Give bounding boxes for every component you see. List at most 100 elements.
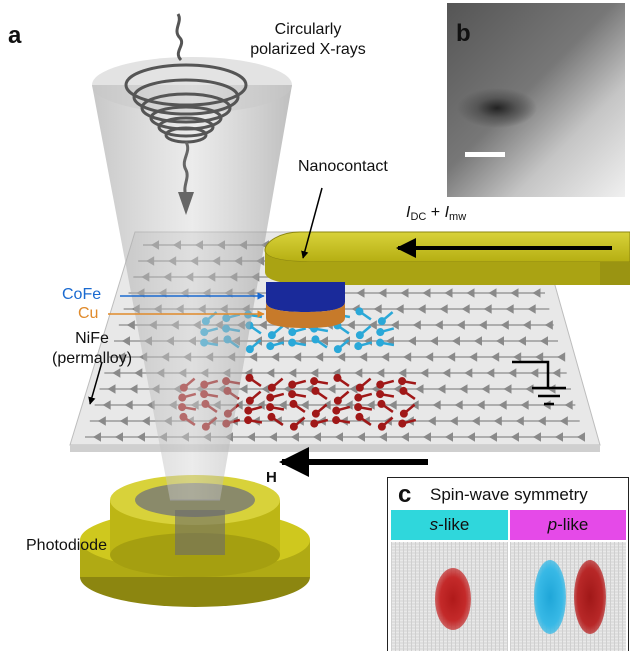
spin-arrowhead <box>445 432 453 442</box>
nanocontact-label: Nanocontact <box>298 158 388 175</box>
spin-arrowhead <box>293 352 302 362</box>
spin-arrowhead <box>491 352 500 362</box>
spin-arrow <box>288 338 307 347</box>
spin-arrowhead <box>283 384 292 394</box>
spin-arrowhead <box>313 432 321 442</box>
panel-c-title: Spin-wave symmetry <box>430 485 588 504</box>
spin-arrowhead <box>442 368 451 378</box>
spin-arrowhead <box>486 368 495 378</box>
spin-arrowhead <box>559 416 568 426</box>
spin-arrowhead <box>335 432 343 442</box>
spin-arrowhead <box>381 352 390 362</box>
current-symbol-2: I <box>444 204 450 221</box>
spin-arrowhead <box>527 304 536 314</box>
spin-arrowhead <box>537 416 546 426</box>
spin-arrowhead <box>498 400 507 410</box>
spin-arrowhead <box>564 400 573 410</box>
spin-arrowhead <box>555 432 563 442</box>
spin-arrow <box>289 399 306 413</box>
spin-arrowhead <box>496 336 504 346</box>
cu-layer <box>266 302 345 328</box>
panel-label-a: a <box>8 22 22 49</box>
spin-arrow <box>376 338 395 347</box>
nanocontact-electrode <box>264 231 630 285</box>
spin-arrow <box>355 325 372 340</box>
spin-arrowhead <box>379 432 387 442</box>
spin-arrowhead <box>400 288 409 298</box>
spin-arrowhead <box>124 400 133 410</box>
spin-arrowhead <box>461 304 470 314</box>
spin-arrowhead <box>544 320 553 330</box>
spin-arrow <box>355 307 372 321</box>
nife-label-line2: (permalloy) <box>52 350 133 367</box>
spin-arrowhead <box>129 384 138 394</box>
spin-arrowhead <box>386 336 394 346</box>
spin-arrowhead <box>300 400 309 410</box>
spin-arrow <box>288 327 307 337</box>
spin-arrowhead <box>423 432 431 442</box>
spin-arrowhead <box>420 368 429 378</box>
spin-arrow <box>266 392 285 402</box>
spin-arrowhead <box>266 368 275 378</box>
spin-arrow <box>376 390 395 399</box>
spin-arrowhead <box>271 352 280 362</box>
spin-arrowhead <box>408 336 416 346</box>
panel-label-b: b <box>456 20 471 47</box>
spin-arrowhead <box>412 320 421 330</box>
spin-arrowhead <box>126 320 135 330</box>
spin-arrowhead <box>464 368 473 378</box>
spin-arrowhead <box>454 400 463 410</box>
p-like-simulation <box>510 542 626 651</box>
spin-arrowhead <box>278 400 287 410</box>
spin-arrowhead <box>337 352 346 362</box>
spin-arrowhead <box>452 336 460 346</box>
field-label: H <box>266 469 277 486</box>
spin-arrowhead <box>505 304 514 314</box>
spin-arrow <box>267 412 284 426</box>
spin-arrow <box>354 341 373 351</box>
panel-label-c: c <box>398 481 412 508</box>
spin-arrow <box>310 377 329 386</box>
spin-arrowhead <box>508 368 517 378</box>
spin-arrow <box>399 403 416 418</box>
nanocontact-pointer <box>301 187 323 259</box>
spin-arrow <box>288 390 307 399</box>
spin-arrowhead <box>425 352 434 362</box>
xray-label: Circularly polarized X-rays <box>238 20 378 60</box>
spin-arrowhead <box>520 400 529 410</box>
spin-arrowhead <box>410 400 419 410</box>
spin-arrowhead <box>489 432 497 442</box>
spin-arrowhead <box>247 432 255 442</box>
spin-arrow <box>289 416 306 431</box>
spin-arrowhead <box>432 400 441 410</box>
spin-arrowhead <box>119 416 128 426</box>
spin-arrow <box>377 416 394 431</box>
s-like-italic: s <box>429 515 439 534</box>
spin-arrowhead <box>310 368 319 378</box>
spin-arrowhead <box>117 352 126 362</box>
spin-arrowhead <box>515 416 524 426</box>
current-plus: + <box>426 204 445 221</box>
spin-arrow <box>377 311 394 326</box>
spin-arrowhead <box>577 432 585 442</box>
spin-arrowhead <box>122 336 130 346</box>
cofe-layer <box>266 282 345 312</box>
cofe-label: CoFe <box>62 286 102 303</box>
spin-arrow <box>311 403 328 418</box>
nife-label: NiFe (permalloy) <box>52 329 132 369</box>
spin-arrow <box>266 341 285 351</box>
spin-arrow <box>245 390 262 405</box>
spin-arrowhead <box>522 320 531 330</box>
p-like-italic: p <box>547 515 558 534</box>
spin-arrowhead <box>474 336 482 346</box>
spin-arrowhead <box>401 432 409 442</box>
spin-arrowhead <box>239 384 248 394</box>
spin-arrow <box>310 418 329 428</box>
spin-arrow <box>245 373 262 387</box>
spin-arrow <box>377 399 394 413</box>
spin-arrowhead <box>511 432 519 442</box>
spin-arrow <box>376 379 395 389</box>
spin-arrowhead <box>430 336 438 346</box>
s-like-header: s -like <box>391 510 508 540</box>
spin-arrow <box>244 416 263 425</box>
